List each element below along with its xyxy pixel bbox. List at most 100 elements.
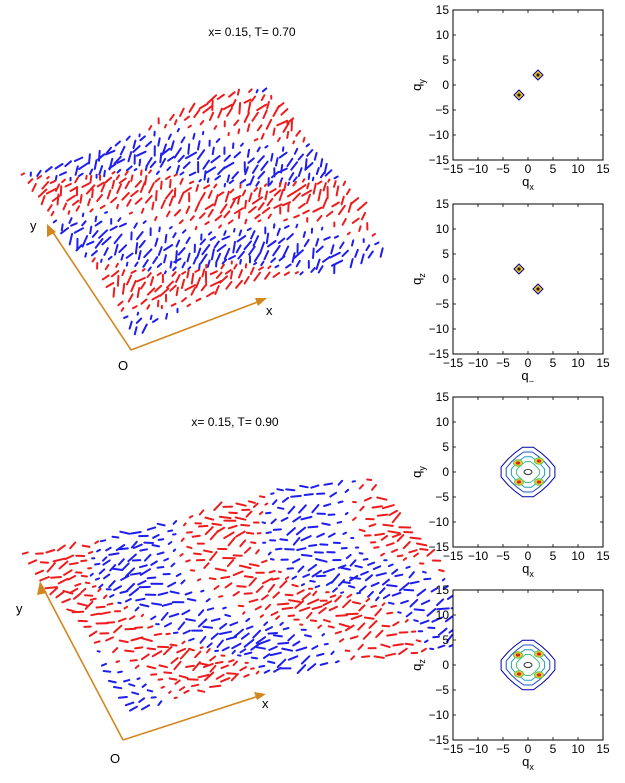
spin-panel-top: x= 0.15, T= 0.70 y x O: [20, 25, 384, 373]
spin-arrow: [293, 147, 299, 155]
spin-arrow: [261, 577, 273, 585]
spin-arrow: [253, 261, 258, 266]
spin-arrow: [245, 625, 254, 630]
spin-arrow: [187, 124, 192, 129]
spin-arrow: [276, 602, 290, 606]
spin-arrow: [139, 603, 150, 608]
spin-arrow: [135, 597, 146, 602]
spin-arrow: [55, 591, 65, 599]
spin-arrow: [40, 195, 46, 206]
spin-arrow: [218, 515, 232, 520]
spin-arrow: [233, 263, 238, 270]
spin-arrow: [256, 146, 261, 153]
spin-arrow: [243, 240, 252, 251]
spin-arrow: [134, 242, 139, 255]
y-tick-label: −10: [429, 128, 450, 142]
spin-arrow: [292, 180, 297, 187]
spin-arrow: [159, 287, 170, 297]
spin-arrow: [130, 174, 134, 182]
spin-arrow: [292, 515, 302, 523]
spin-arrow: [50, 576, 62, 579]
spin-arrow: [243, 98, 252, 104]
spin-arrow: [309, 619, 318, 622]
spin-arrow: [214, 567, 227, 572]
spin-arrow: [90, 612, 101, 617]
spin-arrow: [304, 162, 314, 171]
spin-arrow: [224, 190, 230, 203]
spin-arrow: [238, 102, 242, 115]
spin-arrow: [141, 268, 146, 272]
spin-arrow: [177, 154, 185, 163]
spin-arrow: [186, 678, 199, 681]
spin-arrow: [168, 677, 178, 681]
spin-arrow: [146, 272, 152, 278]
spin-arrow: [180, 537, 185, 542]
spin-arrow: [78, 172, 84, 177]
spin-arrow: [209, 664, 217, 673]
spin-arrow: [360, 570, 369, 576]
spin-arrow: [217, 107, 223, 119]
spin-arrow: [325, 210, 334, 217]
spin-arrow: [99, 204, 106, 210]
spin-arrow: [422, 570, 427, 574]
spin-arrow: [130, 269, 137, 274]
spin-arrow: [264, 502, 269, 506]
spin-arrow: [89, 572, 94, 577]
spin-arrow: [88, 630, 98, 637]
spin-arrow: [74, 165, 79, 176]
spin-arrow: [164, 123, 168, 129]
spin-arrow: [72, 199, 80, 206]
spin-arrow: [253, 502, 259, 508]
spin-arrow: [337, 564, 347, 569]
spin-arrow: [36, 175, 43, 180]
spin-arrow: [213, 501, 223, 511]
spin-arrow: [313, 152, 318, 161]
spin-arrow: [264, 145, 269, 149]
spin-arrow: [276, 488, 284, 492]
spin-arrow: [248, 206, 257, 214]
spin-arrow: [254, 605, 262, 611]
spin-arrow: [286, 130, 290, 139]
spin-arrow: [323, 642, 329, 646]
spin-arrow: [103, 169, 106, 178]
spin-arrow: [342, 581, 351, 584]
spin-arrow: [196, 247, 202, 259]
spin-arrow: [251, 196, 263, 205]
spin-arrow: [169, 643, 178, 647]
spin-arrow: [94, 220, 103, 227]
spin-arrow: [192, 256, 198, 265]
spin-arrow: [264, 190, 269, 201]
spin-arrow: [253, 187, 258, 192]
spin-arrow: [159, 157, 167, 168]
spin-arrow: [64, 160, 72, 168]
spin-arrow: [196, 149, 206, 160]
spin-arrow: [99, 539, 107, 543]
y-tick-label: −15: [429, 153, 450, 167]
spin-arrow: [127, 293, 134, 303]
spin-arrow: [160, 611, 169, 621]
spin-arrow: [294, 271, 299, 275]
spin-arrow: [98, 583, 104, 589]
spin-arrow: [283, 181, 287, 192]
spin-arrow: [277, 137, 281, 143]
spin-arrow: [119, 530, 131, 535]
spin-arrow: [207, 231, 213, 236]
spin-arrow: [305, 193, 311, 205]
y-axis-label: qy: [409, 466, 427, 478]
spin-arrow: [437, 644, 446, 649]
x-tick-label: −10: [468, 356, 489, 370]
spin-arrow: [141, 704, 151, 711]
axis-label-y-top: y: [30, 218, 37, 233]
spin-arrow: [61, 178, 66, 184]
spin-arrow: [345, 612, 359, 616]
spin-arrow: [84, 581, 91, 585]
spin-arrow: [132, 145, 141, 153]
spin-arrow: [272, 127, 276, 136]
spin-arrow: [284, 593, 294, 597]
spin-arrow: [133, 326, 138, 336]
spin-arrow: [358, 585, 367, 593]
spin-arrow: [220, 263, 225, 270]
spin-arrow: [136, 287, 141, 299]
spin-arrow: [50, 210, 55, 217]
spin-arrow: [438, 569, 445, 573]
